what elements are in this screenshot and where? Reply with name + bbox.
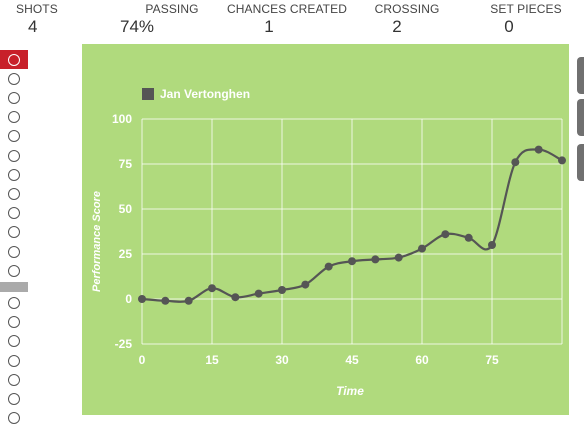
data-point xyxy=(441,230,450,239)
stat-label: PASSING xyxy=(145,2,199,16)
circle-icon xyxy=(8,245,20,258)
rail-marker[interactable] xyxy=(0,370,28,389)
stat-value: 0 xyxy=(504,17,514,36)
stat-label: SET PIECES xyxy=(490,2,562,16)
circle-icon xyxy=(8,149,20,162)
stat-passing: PASSING 74% xyxy=(120,2,208,37)
x-tick-label: 15 xyxy=(205,353,219,367)
x-tick-label: 0 xyxy=(139,353,146,367)
rail-marker[interactable] xyxy=(0,146,28,165)
circle-icon xyxy=(8,296,20,309)
circle-icon xyxy=(8,53,20,66)
rail-marker[interactable] xyxy=(0,69,28,88)
circle-icon xyxy=(8,354,20,367)
side-tab-button[interactable] xyxy=(577,144,584,181)
data-point xyxy=(534,145,543,154)
rail-marker[interactable] xyxy=(0,242,28,261)
circle-icon xyxy=(8,111,20,124)
y-tick-label: 50 xyxy=(119,202,133,216)
y-tick-label: -25 xyxy=(115,337,133,351)
circle-icon xyxy=(8,226,20,239)
x-axis-title: Time xyxy=(336,384,364,398)
y-axis-title: Performance Score xyxy=(91,191,103,292)
rail-marker[interactable] xyxy=(0,108,28,127)
circle-icon xyxy=(8,412,20,425)
rail-marker[interactable] xyxy=(0,223,28,242)
stat-chances-created: CHANCES CREATED 1 xyxy=(222,2,352,37)
data-point xyxy=(254,289,263,298)
circle-icon xyxy=(8,168,20,181)
x-tick-label: 75 xyxy=(485,353,499,367)
circle-icon xyxy=(8,187,20,200)
circle-icon xyxy=(8,392,20,405)
timeline-rail xyxy=(0,50,30,425)
circle-icon xyxy=(8,335,20,348)
x-tick-label: 45 xyxy=(345,353,359,367)
circle-icon xyxy=(8,373,20,386)
circle-icon xyxy=(8,207,20,220)
data-point xyxy=(278,286,286,294)
data-point xyxy=(371,255,380,264)
data-point xyxy=(138,295,146,303)
rail-marker[interactable] xyxy=(0,204,28,223)
stat-value: 74% xyxy=(120,17,155,36)
data-point xyxy=(231,293,240,302)
rail-marker[interactable] xyxy=(0,184,28,203)
legend-swatch xyxy=(142,88,154,100)
data-point xyxy=(301,280,310,289)
stat-value: 1 xyxy=(264,17,274,36)
circle-icon xyxy=(8,130,20,143)
stat-label: CROSSING xyxy=(374,2,440,16)
rail-marker[interactable] xyxy=(0,351,28,370)
data-point xyxy=(161,296,170,305)
data-point xyxy=(418,244,426,253)
data-point xyxy=(511,158,520,167)
data-point xyxy=(488,241,496,249)
y-tick-label: 0 xyxy=(125,292,132,306)
data-point xyxy=(348,257,356,266)
chart-svg: -25 0 25 50 75 100 0 15 30 45 60 75 Time Performance … xyxy=(91,87,566,398)
circle-icon xyxy=(8,316,20,329)
side-tab-button[interactable] xyxy=(577,99,584,136)
y-tick-label: 100 xyxy=(112,112,132,126)
x-tick-label: 60 xyxy=(415,353,429,367)
data-point xyxy=(208,284,216,293)
rail-marker[interactable] xyxy=(0,88,28,107)
rail-marker[interactable] xyxy=(0,261,28,280)
performance-chart: -25 0 25 50 75 100 0 15 30 45 60 75 Time Performance … xyxy=(82,44,569,415)
stat-value: 4 xyxy=(28,17,38,36)
data-point xyxy=(324,262,333,271)
stat-label: CHANCES CREATED xyxy=(227,2,347,16)
stat-value: 2 xyxy=(392,17,402,36)
rail-marker[interactable] xyxy=(0,293,28,312)
stat-crossing: CROSSING 2 xyxy=(370,2,444,37)
stat-label: SHOTS xyxy=(16,2,58,16)
rail-marker[interactable] xyxy=(0,389,28,408)
y-tick-label: 75 xyxy=(119,157,133,171)
rail-marker[interactable] xyxy=(0,313,28,332)
x-tick-label: 30 xyxy=(275,353,289,367)
stat-shots: SHOTS 4 xyxy=(16,2,58,37)
data-point xyxy=(184,296,193,305)
circle-icon xyxy=(8,91,20,104)
rail-marker[interactable] xyxy=(0,409,28,428)
side-tab-button[interactable] xyxy=(577,57,584,94)
rail-marker[interactable] xyxy=(0,127,28,146)
y-tick-label: 25 xyxy=(119,247,133,261)
circle-icon xyxy=(8,264,20,277)
data-point xyxy=(464,233,473,242)
stat-set-pieces: SET PIECES 0 xyxy=(486,2,566,37)
data-point xyxy=(394,253,403,262)
legend-label: Jan Vertonghen xyxy=(160,87,250,101)
rail-separator xyxy=(0,282,28,293)
rail-marker[interactable] xyxy=(0,50,28,69)
rail-marker[interactable] xyxy=(0,332,28,351)
data-point xyxy=(558,156,566,165)
rail-marker[interactable] xyxy=(0,165,28,184)
circle-icon xyxy=(8,72,20,85)
